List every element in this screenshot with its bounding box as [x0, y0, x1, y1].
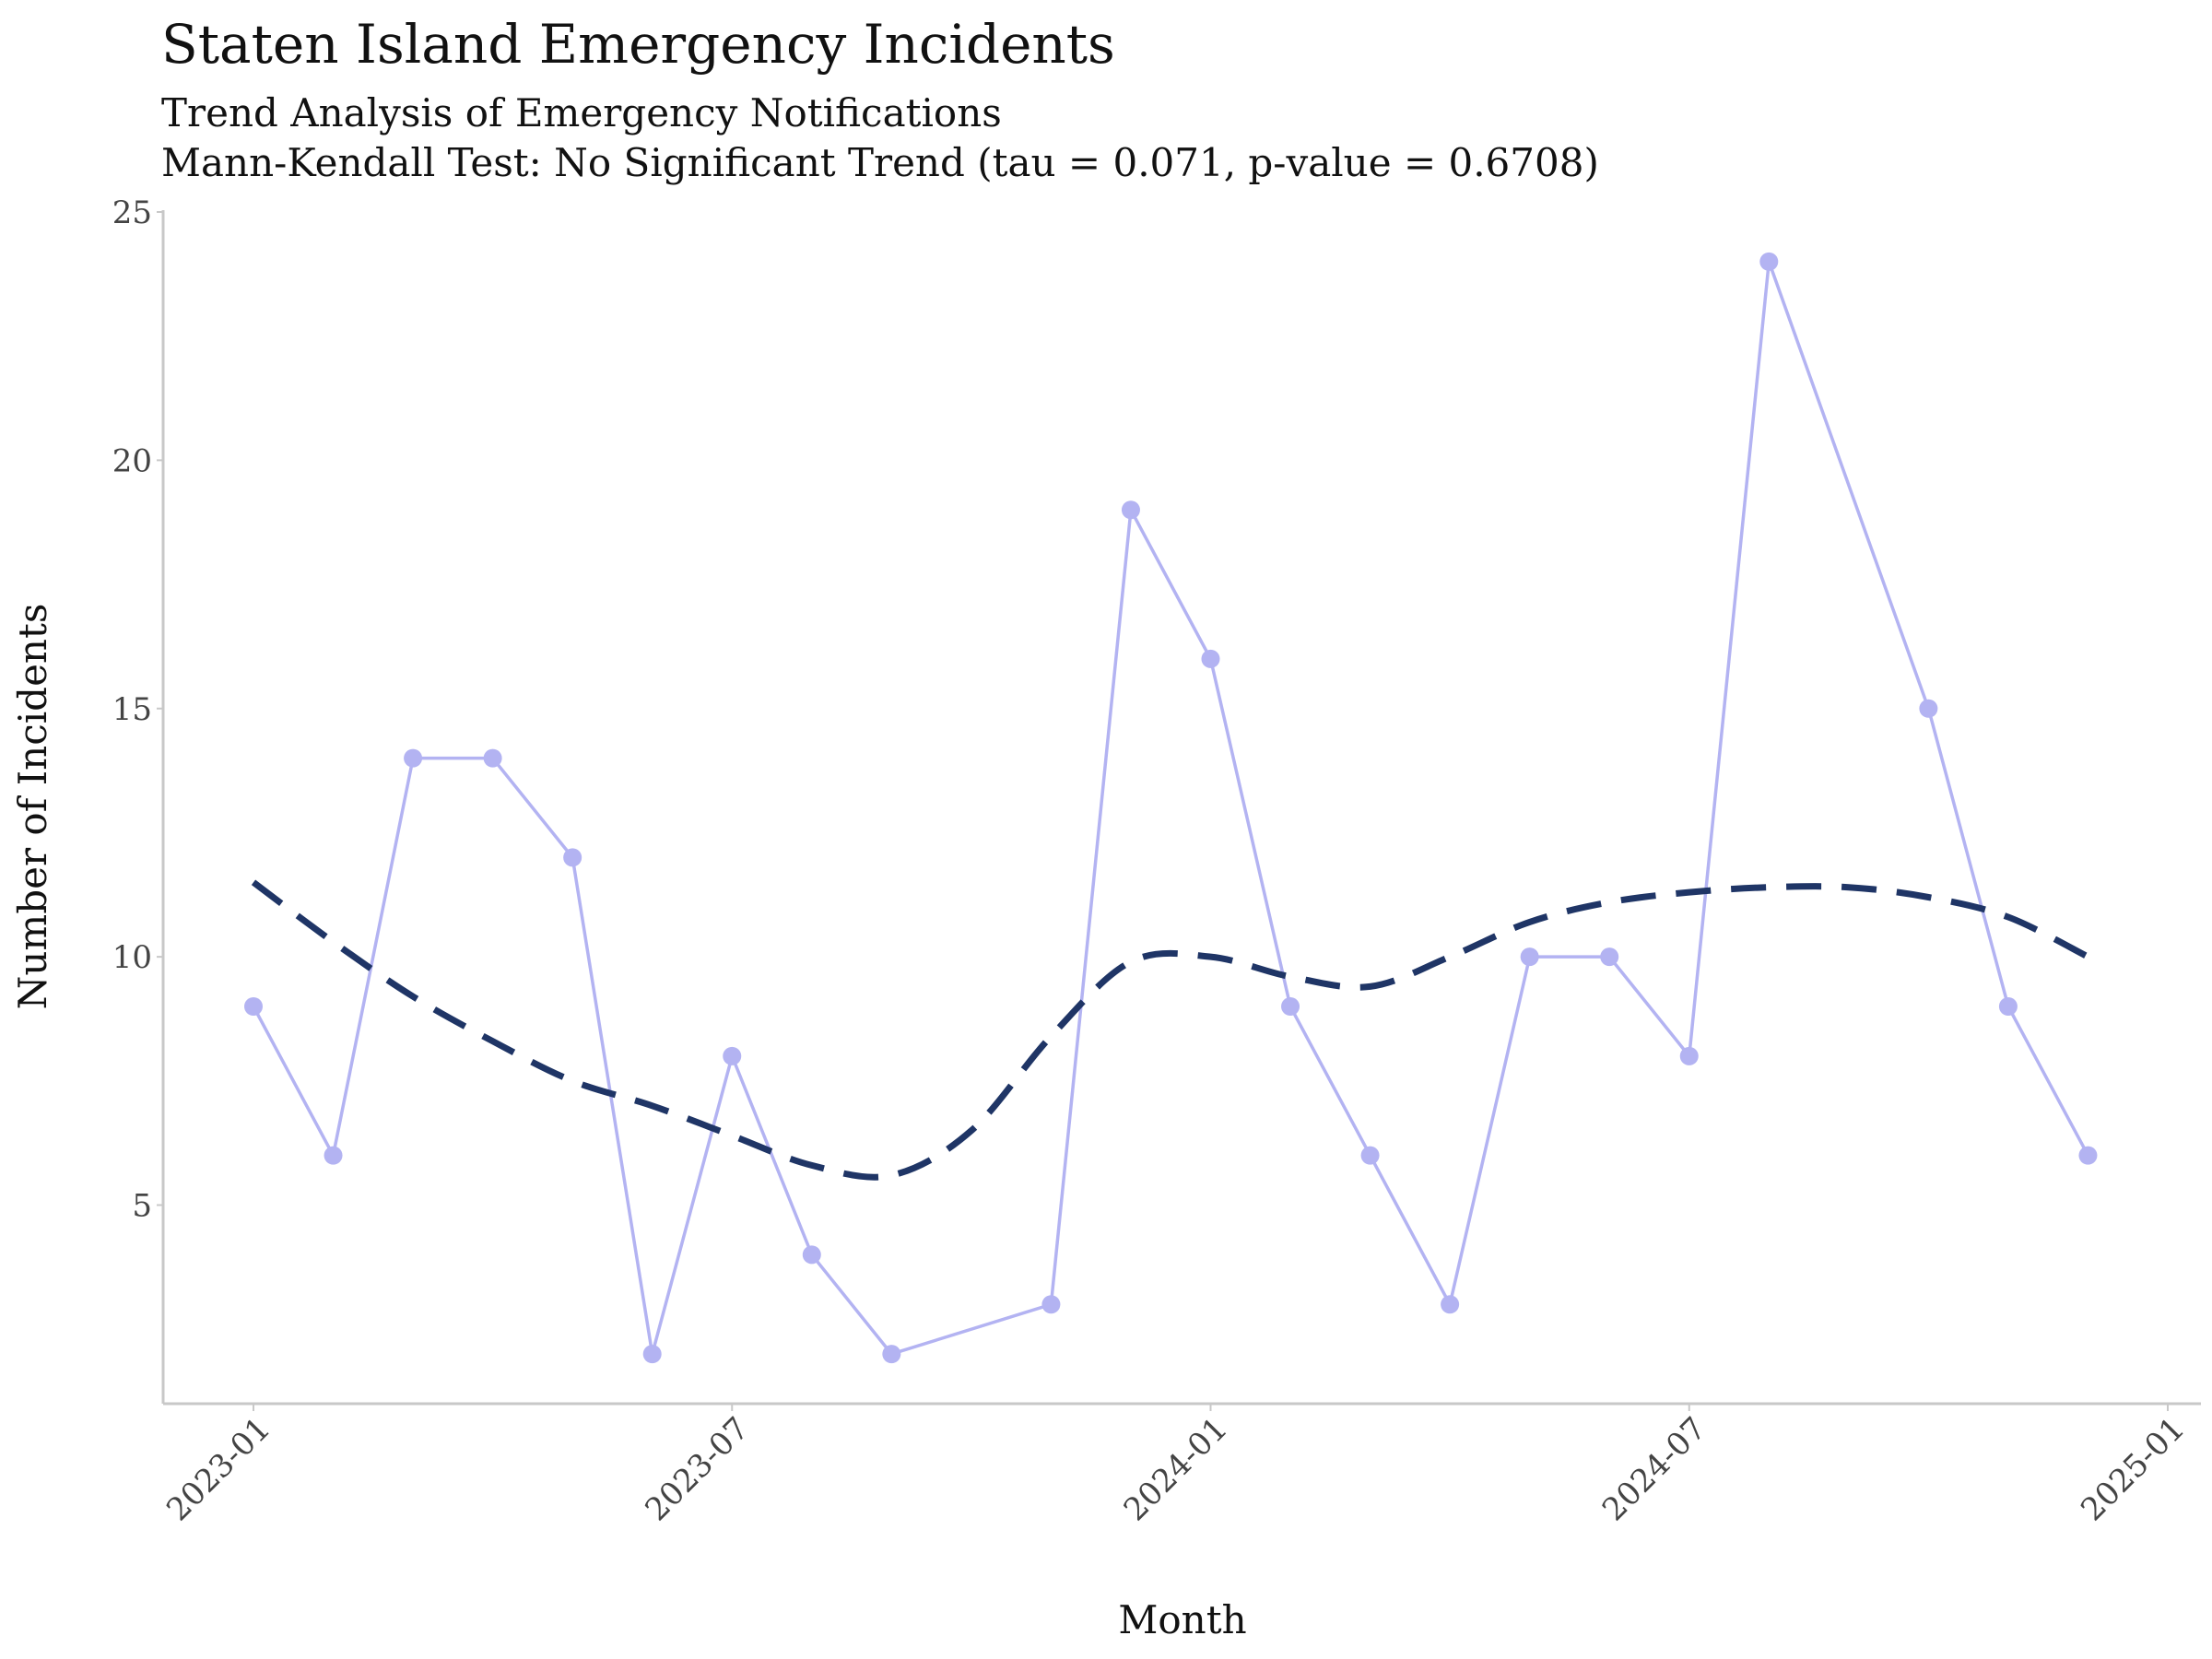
- data-point: [1441, 1295, 1460, 1314]
- x-tick-label: 2025-01: [2074, 1410, 2192, 1528]
- y-axis-ticks: 5 10 15 20 25: [112, 194, 163, 1225]
- data-point: [1360, 1146, 1380, 1165]
- data-point: [1201, 649, 1220, 668]
- x-axis-ticks: 2023-01 2023-07 2024-01 2024-07 2025-01: [159, 1404, 2192, 1528]
- incidents-line: [252, 261, 2090, 1357]
- data-point: [324, 1146, 343, 1165]
- data-point: [882, 1345, 901, 1364]
- x-tick-label: 2024-01: [1117, 1410, 1235, 1528]
- data-point: [1600, 947, 1619, 967]
- data-point: [1121, 500, 1140, 520]
- chart-subtitle-test-result: Mann-Kendall Test: No Significant Trend …: [161, 140, 1599, 185]
- data-point: [244, 997, 263, 1016]
- trend-line: [251, 879, 2090, 1181]
- x-axis-title: Month: [1118, 1597, 1246, 1642]
- y-axis-title: Number of Incidents: [10, 604, 55, 1010]
- series-layer: [244, 252, 2098, 1364]
- y-tick-label: 5: [132, 1188, 152, 1225]
- data-point: [1520, 947, 1539, 967]
- data-point: [1041, 1295, 1061, 1314]
- data-point: [563, 848, 582, 867]
- chart-subtitle: Trend Analysis of Emergency Notification…: [161, 90, 1002, 135]
- y-tick-label: 15: [112, 691, 152, 728]
- x-tick-label: 2023-01: [159, 1410, 277, 1528]
- x-tick-label: 2024-07: [1595, 1410, 1713, 1528]
- data-point: [1759, 252, 1779, 271]
- data-point: [483, 748, 502, 768]
- data-point: [723, 1046, 742, 1065]
- y-tick-label: 20: [112, 442, 152, 479]
- x-tick-label: 2023-07: [638, 1410, 756, 1528]
- y-tick-label: 25: [112, 194, 152, 231]
- data-point: [642, 1345, 662, 1364]
- data-point: [1998, 997, 2018, 1016]
- data-point: [1281, 997, 1300, 1016]
- data-point: [1679, 1046, 1699, 1065]
- data-point: [1919, 699, 1938, 718]
- data-point: [2078, 1146, 2098, 1165]
- data-point: [802, 1245, 821, 1265]
- chart-title: Staten Island Emergency Incidents: [161, 13, 1115, 76]
- data-point: [404, 748, 423, 768]
- y-tick-label: 10: [112, 939, 152, 976]
